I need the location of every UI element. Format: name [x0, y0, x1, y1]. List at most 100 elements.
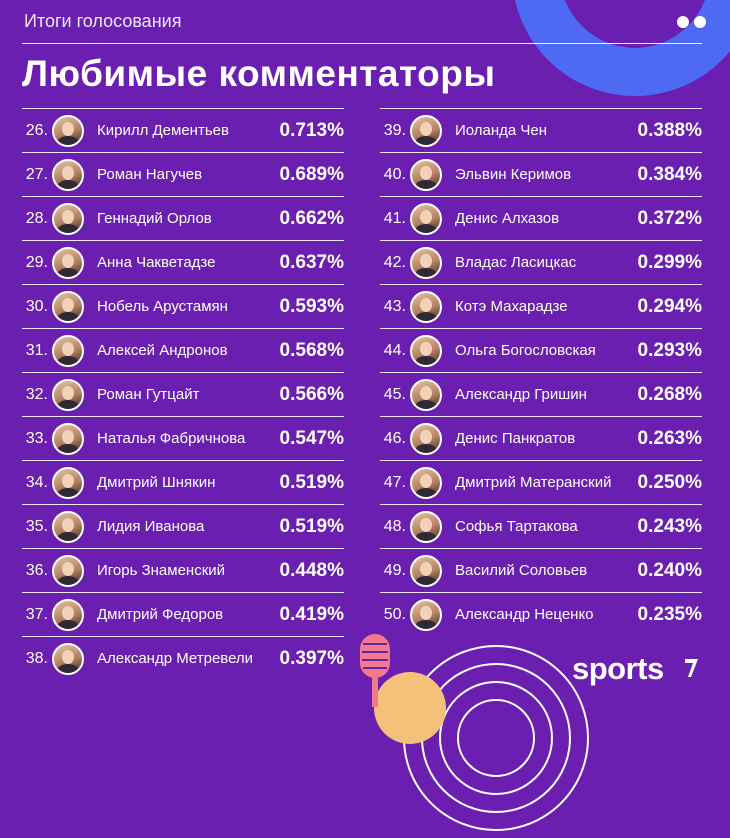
commentator-name: Лидия Иванова — [97, 518, 205, 535]
list-item: 36. Игорь Знаменский 0.448% — [22, 548, 344, 592]
rank-number: 26. — [25, 121, 48, 139]
avatar — [52, 598, 84, 631]
vote-percentage: 0.419% — [279, 603, 344, 625]
rank-number: 44. — [383, 341, 406, 359]
commentator-name: Геннадий Орлов — [97, 210, 212, 227]
commentator-name: Дмитрий Шнякин — [97, 474, 216, 491]
avatar — [52, 290, 84, 323]
rank-number: 30. — [25, 297, 48, 315]
avatar — [52, 422, 84, 455]
sports-logo: sports — [572, 651, 664, 686]
vote-percentage: 0.235% — [637, 603, 702, 625]
page-title: Любимые комментаторы — [22, 53, 496, 94]
avatar — [52, 466, 84, 499]
commentator-name: Котэ Махарадзе — [455, 298, 568, 315]
commentator-name: Алексей Андронов — [97, 342, 228, 359]
commentator-name: Софья Тартакова — [455, 518, 578, 535]
rank-number: 40. — [383, 165, 406, 183]
vote-percentage: 0.519% — [279, 471, 344, 493]
avatar — [410, 466, 442, 499]
avatar — [52, 334, 84, 367]
vote-percentage: 0.294% — [637, 295, 702, 317]
list-item: 42. Владас Ласицкас 0.299% — [380, 240, 702, 284]
avatar — [410, 378, 442, 411]
list-item: 35. Лидия Иванова 0.519% — [22, 504, 344, 548]
list-item: 30. Нобель Арустамян 0.593% — [22, 284, 344, 328]
avatar — [52, 554, 84, 587]
vote-percentage: 0.243% — [637, 515, 702, 537]
vote-percentage: 0.372% — [637, 207, 702, 229]
vote-percentage: 0.263% — [637, 427, 702, 449]
list-item: 41. Денис Алхазов 0.372% — [380, 196, 702, 240]
commentator-name: Роман Нагучев — [97, 166, 203, 183]
decorative-ring — [512, 0, 730, 96]
list-item: 38. Александр Метревели 0.397% — [22, 636, 344, 680]
avatar — [410, 598, 442, 631]
page-subtitle: Итоги голосования — [24, 11, 182, 31]
avatar — [410, 290, 442, 323]
vote-percentage: 0.240% — [637, 559, 702, 581]
vote-percentage: 0.384% — [637, 163, 702, 185]
rank-number: 36. — [25, 561, 48, 579]
list-item: 29. Анна Чакветадзе 0.637% — [22, 240, 344, 284]
avatar — [52, 158, 84, 191]
ranking-list-left: 26. Кирилл Дементьев 0.713% 27. Роман Нагуче… — [22, 108, 344, 680]
vote-percentage: 0.547% — [279, 427, 344, 449]
commentator-name: Василий Соловьев — [455, 562, 588, 579]
rank-number: 34. — [25, 473, 48, 491]
rank-number: 38. — [25, 649, 48, 667]
list-item: 40. Эльвин Керимов 0.384% — [380, 152, 702, 196]
vote-percentage: 0.566% — [279, 383, 344, 405]
vote-percentage: 0.293% — [637, 339, 702, 361]
list-item: 31. Алексей Андронов 0.568% — [22, 328, 344, 372]
commentator-name: Александр Неценко — [455, 606, 594, 623]
avatar — [410, 114, 442, 147]
rank-number: 35. — [25, 517, 48, 535]
commentator-name: Ольга Богословская — [455, 342, 596, 359]
vote-percentage: 0.268% — [637, 383, 702, 405]
rank-number: 27. — [25, 165, 48, 183]
list-item: 48. Софья Тартакова 0.243% — [380, 504, 702, 548]
avatar — [52, 378, 84, 411]
avatar — [52, 202, 84, 235]
avatar — [410, 554, 442, 587]
list-item: 33. Наталья Фабричнова 0.547% — [22, 416, 344, 460]
rank-number: 43. — [383, 297, 406, 315]
list-item: 47. Дмитрий Матеранский 0.250% — [380, 460, 702, 504]
avatar — [410, 334, 442, 367]
vote-percentage: 0.299% — [637, 251, 702, 273]
commentator-name: Владас Ласицкас — [455, 254, 577, 271]
vote-percentage: 0.388% — [637, 119, 702, 141]
list-item: 26. Кирилл Дементьев 0.713% — [22, 108, 344, 152]
commentator-name: Роман Гутцайт — [97, 386, 200, 403]
rank-number: 46. — [383, 429, 406, 447]
list-item: 39. Иоланда Чен 0.388% — [380, 108, 702, 152]
vote-percentage: 0.568% — [279, 339, 344, 361]
rank-number: 45. — [383, 385, 406, 403]
commentator-name: Александр Гришин — [455, 386, 587, 403]
list-item: 37. Дмитрий Федоров 0.419% — [22, 592, 344, 636]
rank-number: 37. — [25, 605, 48, 623]
list-item: 50. Александр Неценко 0.235% — [380, 592, 702, 636]
list-item: 27. Роман Нагучев 0.689% — [22, 152, 344, 196]
vote-percentage: 0.448% — [279, 559, 344, 581]
vote-percentage: 0.689% — [279, 163, 344, 185]
vote-percentage: 0.250% — [637, 471, 702, 493]
avatar — [52, 246, 84, 279]
vote-percentage: 0.593% — [279, 295, 344, 317]
rank-number: 42. — [383, 253, 406, 271]
rank-number: 28. — [25, 209, 48, 227]
commentator-name: Иоланда Чен — [455, 122, 548, 139]
list-item: 34. Дмитрий Шнякин 0.519% — [22, 460, 344, 504]
commentator-name: Александр Метревели — [97, 650, 254, 667]
avatar — [410, 158, 442, 191]
rank-number: 39. — [383, 121, 406, 139]
commentator-name: Эльвин Керимов — [455, 166, 572, 183]
vote-percentage: 0.662% — [279, 207, 344, 229]
ranking-list-right: 39. Иоланда Чен 0.388% 40. Эльвин Керимов 0.3… — [380, 108, 702, 636]
commentator-name: Кирилл Дементьев — [97, 122, 229, 139]
avatar — [410, 246, 442, 279]
rank-number: 33. — [25, 429, 48, 447]
avatar — [410, 202, 442, 235]
list-item: 43. Котэ Махарадзе 0.294% — [380, 284, 702, 328]
